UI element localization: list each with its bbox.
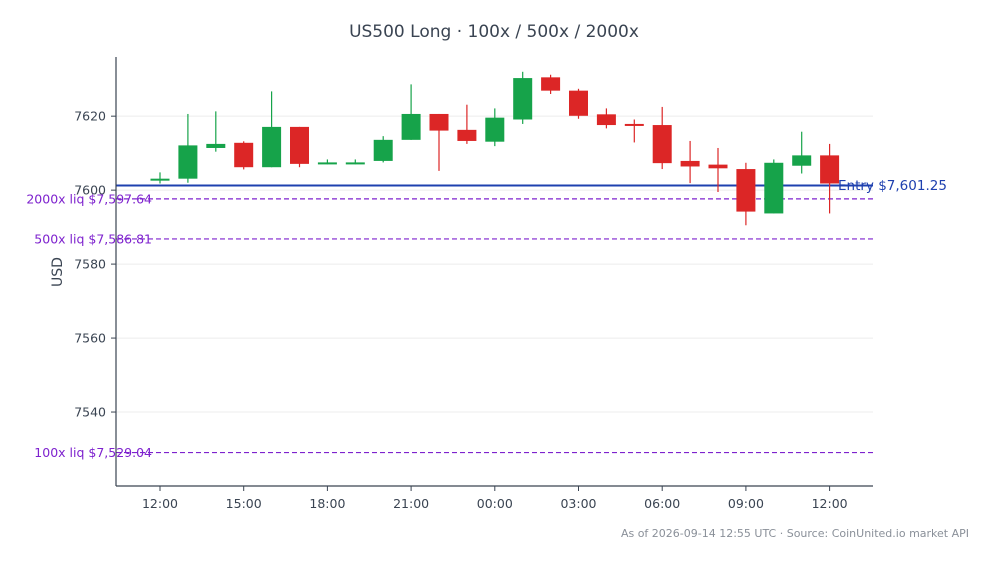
candle-body-down — [624, 123, 644, 126]
candle-body-down — [652, 125, 672, 164]
candle-body-down — [596, 114, 616, 126]
candle-body-up — [317, 162, 337, 165]
x-tick-label: 06:00 — [644, 496, 680, 511]
candle-body-up — [206, 143, 226, 148]
candle-body-down — [708, 164, 728, 169]
candle-body-up — [792, 155, 812, 166]
x-tick-label: 03:00 — [560, 496, 596, 511]
entry-label: Entry $7,601.25 — [838, 178, 947, 194]
x-tick-label: 18:00 — [309, 496, 345, 511]
line-labels: 2000x liq $7,597.64 500x liq $7,586.81 100… — [26, 178, 947, 460]
candle-body-up — [262, 126, 282, 168]
candles — [150, 71, 840, 226]
candle-body-down — [820, 155, 840, 184]
chart-title: US500 Long · 100x / 500x / 2000x — [349, 22, 639, 42]
candle-body-down — [736, 169, 756, 212]
candle-body-down — [569, 90, 588, 116]
candle-body-down — [234, 142, 254, 168]
y-tick-label: 7580 — [74, 257, 106, 272]
candle-body-up — [401, 113, 421, 140]
grid — [116, 115, 873, 413]
candle-body-up — [345, 162, 365, 165]
candle-body-up — [513, 78, 533, 120]
candle-body-down — [429, 113, 449, 131]
x-tick-label: 12:00 — [812, 496, 848, 511]
candle-body-down — [457, 129, 477, 141]
axes: 7540 7560 7580 7600 7620 12:00 15:00 18:00 21:00… — [74, 57, 873, 511]
candle-body-down — [290, 126, 309, 164]
candle-body-down — [680, 160, 700, 167]
candle-body-up — [178, 145, 198, 179]
y-tick-label: 7620 — [74, 109, 106, 124]
x-tick-label: 15:00 — [226, 496, 262, 511]
x-tick-label: 12:00 — [142, 496, 178, 511]
liquidation-label: 100x liq $7,529.04 — [34, 445, 152, 460]
candle-body-up — [373, 139, 393, 161]
x-tick-label: 21:00 — [393, 496, 429, 511]
candle-body-up — [764, 162, 784, 214]
y-tick-label: 7600 — [74, 183, 106, 198]
x-tick-label: 00:00 — [477, 496, 513, 511]
y-tick-label: 7560 — [74, 331, 106, 346]
x-tick-label: 09:00 — [728, 496, 764, 511]
y-tick-label: 7540 — [74, 405, 106, 420]
liquidation-label: 2000x liq $7,597.64 — [26, 191, 152, 206]
source-footnote: As of 2026-09-14 12:55 UTC · Source: Coi… — [621, 527, 969, 540]
candle-body-up — [150, 178, 170, 181]
candle-body-down — [541, 77, 561, 91]
y-axis-label: USD — [50, 257, 66, 287]
liquidation-label: 500x liq $7,586.81 — [34, 231, 152, 246]
candle-body-up — [485, 117, 505, 142]
